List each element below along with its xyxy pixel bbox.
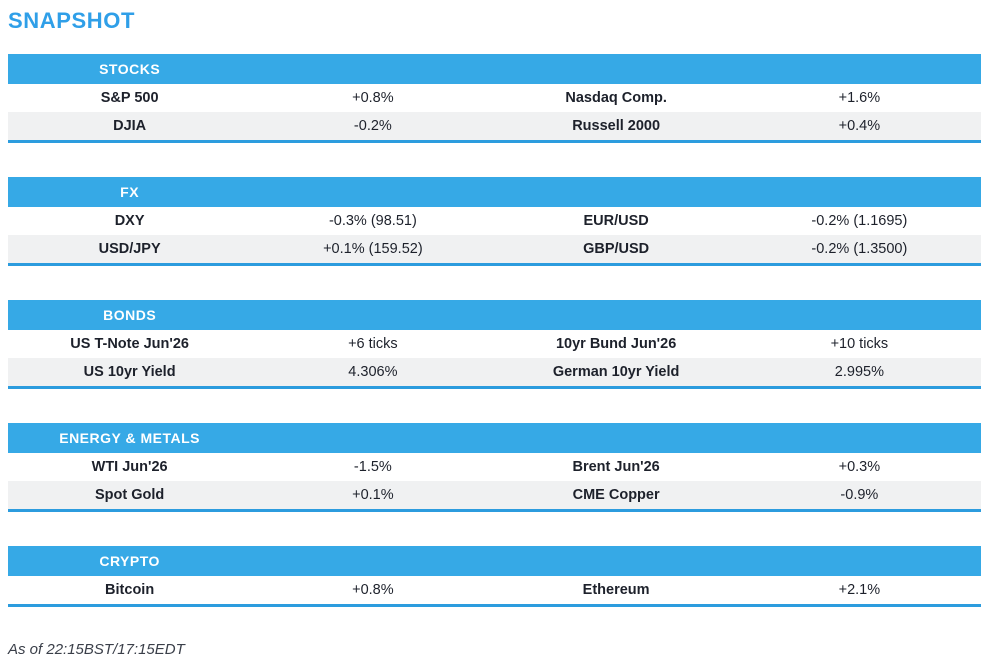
section-rows: WTI Jun'26 -1.5% Brent Jun'26 +0.3% Spot…: [8, 453, 981, 509]
instrument-label: 10yr Bund Jun'26: [555, 336, 677, 352]
instrument-label: Brent Jun'26: [572, 459, 660, 475]
table-row: DXY -0.3% (98.51) EUR/USD -0.2% (1.1695): [8, 207, 981, 235]
instrument-label: WTI Jun'26: [91, 459, 168, 475]
market-section: ENERGY & METALS WTI Jun'26 -1.5% Brent J…: [8, 423, 981, 512]
market-section: STOCKS S&P 500 +0.8% Nasdaq Comp. +1.6% …: [8, 54, 981, 143]
section-header-label: CRYPTO: [99, 553, 160, 569]
instrument-label: DJIA: [113, 118, 147, 134]
section-header-bar: STOCKS: [8, 54, 981, 84]
instrument-label: DXY: [114, 213, 145, 229]
section-rows: US T-Note Jun'26 +6 ticks 10yr Bund Jun'…: [8, 330, 981, 386]
instrument-value: +0.8%: [352, 90, 394, 106]
section-rows: DXY -0.3% (98.51) EUR/USD -0.2% (1.1695)…: [8, 207, 981, 263]
market-section: CRYPTO Bitcoin +0.8% Ethereum +2.1%: [8, 546, 981, 607]
instrument-label: Nasdaq Comp.: [565, 90, 667, 106]
section-rows: Bitcoin +0.8% Ethereum +2.1%: [8, 576, 981, 604]
instrument-label: Ethereum: [582, 582, 650, 598]
instrument-value: +0.1% (159.52): [323, 241, 423, 257]
instrument-label: US 10yr Yield: [83, 364, 176, 380]
instrument-value: +0.8%: [352, 582, 394, 598]
instrument-value: -0.2%: [353, 118, 392, 134]
instrument-value: +1.6%: [838, 90, 881, 106]
instrument-value: +10 ticks: [830, 336, 889, 352]
instrument-value: +6 ticks: [348, 336, 398, 352]
instrument-value: -0.2% (1.1695): [811, 213, 908, 229]
section-header-bar: BONDS: [8, 300, 981, 330]
instrument-label: EUR/USD: [583, 213, 649, 229]
table-row: US 10yr Yield 4.306% German 10yr Yield 2…: [8, 358, 981, 386]
instrument-value: 2.995%: [834, 364, 884, 380]
instrument-value: 4.306%: [348, 364, 398, 380]
section-rows: S&P 500 +0.8% Nasdaq Comp. +1.6% DJIA -0…: [8, 84, 981, 140]
table-row: DJIA -0.2% Russell 2000 +0.4%: [8, 112, 981, 140]
instrument-value: -0.2% (1.3500): [811, 241, 908, 257]
instrument-value: -0.3% (98.51): [328, 213, 417, 229]
table-row: USD/JPY +0.1% (159.52) GBP/USD -0.2% (1.…: [8, 235, 981, 263]
table-row: US T-Note Jun'26 +6 ticks 10yr Bund Jun'…: [8, 330, 981, 358]
instrument-label: Russell 2000: [572, 118, 661, 134]
instrument-label: German 10yr Yield: [552, 364, 680, 380]
instrument-value: -0.9%: [840, 487, 879, 503]
section-header-label: STOCKS: [99, 61, 161, 77]
section-header-label: BONDS: [103, 307, 157, 323]
instrument-label: USD/JPY: [98, 241, 161, 257]
instrument-label: Bitcoin: [105, 582, 155, 598]
section-header-label: ENERGY & METALS: [59, 430, 201, 446]
page-title: SNAPSHOT: [8, 8, 136, 33]
table-row: Bitcoin +0.8% Ethereum +2.1%: [8, 576, 981, 604]
table-row: S&P 500 +0.8% Nasdaq Comp. +1.6%: [8, 84, 981, 112]
instrument-label: Spot Gold: [94, 487, 165, 503]
section-header-bar: ENERGY & METALS: [8, 423, 981, 453]
instrument-value: +0.3%: [838, 459, 881, 475]
instrument-label: GBP/USD: [583, 241, 650, 257]
table-row: WTI Jun'26 -1.5% Brent Jun'26 +0.3%: [8, 453, 981, 481]
instrument-value: +0.1%: [352, 487, 394, 503]
snapshot-table: STOCKS S&P 500 +0.8% Nasdaq Comp. +1.6% …: [8, 54, 981, 607]
market-section: FX DXY -0.3% (98.51) EUR/USD -0.2% (1.16…: [8, 177, 981, 266]
instrument-label: S&P 500: [100, 90, 159, 106]
instrument-value: +2.1%: [838, 582, 881, 598]
market-section: BONDS US T-Note Jun'26 +6 ticks 10yr Bun…: [8, 300, 981, 389]
instrument-label: CME Copper: [572, 487, 660, 503]
section-header-bar: FX: [8, 177, 981, 207]
instrument-label: US T-Note Jun'26: [70, 336, 189, 352]
instrument-value: +0.4%: [838, 118, 881, 134]
table-row: Spot Gold +0.1% CME Copper -0.9%: [8, 481, 981, 509]
section-header-bar: CRYPTO: [8, 546, 981, 576]
instrument-value: -1.5%: [353, 459, 392, 475]
as-of-timestamp: As of 22:15BST/17:15EDT: [8, 641, 185, 658]
section-header-label: FX: [120, 184, 140, 200]
